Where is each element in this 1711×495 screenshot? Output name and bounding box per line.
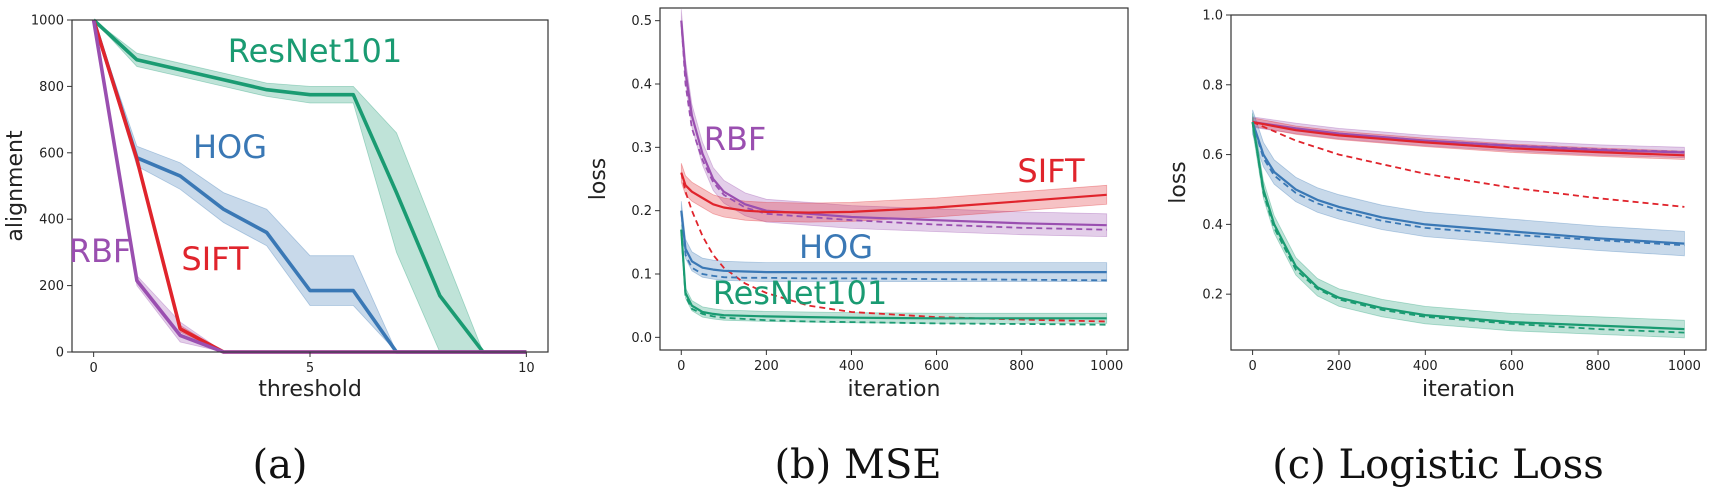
- x-tick-label: 800: [1009, 359, 1034, 374]
- chart-panel-3: 0 200 400 600 800 1000 0.2 0.4 0.6 0.8 1.0 iteratio…: [1166, 9, 1707, 488]
- band-hog: [93, 19, 527, 353]
- series-line-resnet101: [680, 229, 1107, 320]
- x-tick-label: 400: [839, 359, 864, 374]
- band-rbf: [680, 9, 1108, 238]
- series-line-sift: [1252, 121, 1685, 157]
- series-line-resnet101: [92, 18, 527, 354]
- series-label-sift: SIFT: [181, 240, 249, 278]
- band-resnet101: [1252, 113, 1685, 339]
- x-tick-label: 0: [1248, 359, 1256, 374]
- y-tick-label: 0.2: [631, 204, 652, 219]
- x-tick-label: 800: [1586, 359, 1611, 374]
- x-tick-label: 200: [1327, 359, 1352, 374]
- y-tick-label: 0.3: [631, 141, 652, 156]
- plot-frame: [1230, 14, 1707, 351]
- x-tick-label: 200: [754, 359, 779, 374]
- y-tick-label: 400: [39, 213, 64, 228]
- y-tick-label: 0.4: [631, 78, 652, 93]
- y-tick-label: 1000: [31, 14, 64, 29]
- y-tick-label: 0.1: [631, 268, 652, 283]
- x-tick-label: 0: [677, 359, 685, 374]
- series-dashed-sift: [680, 172, 1107, 323]
- series-label-sift: SIFT: [1017, 152, 1085, 190]
- chart-panel-2: 0 200 400 600 800 1000 0.0 0.1 0.2 0.3 0.4 0.5 itera…: [586, 7, 1129, 488]
- series-line-hog: [1251, 121, 1685, 245]
- y-tick-label: 1.0: [1202, 9, 1223, 24]
- x-tick-label: 600: [924, 359, 949, 374]
- series-dashed-hog: [1251, 121, 1685, 247]
- y-tick-label: 200: [39, 279, 64, 294]
- y-axis-label: loss: [1166, 161, 1191, 204]
- y-tick-label: 0.8: [1202, 78, 1223, 93]
- series-dashed-rbf: [680, 20, 1107, 231]
- panel-caption: (a): [252, 442, 307, 488]
- y-axis-label: loss: [586, 158, 611, 201]
- band-resnet101: [680, 224, 1108, 324]
- y-tick-label: 0.2: [1202, 288, 1223, 303]
- x-tick-label: 0: [89, 361, 97, 376]
- x-tick-label: 600: [1499, 359, 1524, 374]
- series-dashed-resnet101: [1251, 121, 1685, 334]
- panel-caption: (b) MSE: [774, 442, 941, 488]
- x-axis-label: iteration: [848, 377, 941, 402]
- series-label-hog: HOG: [193, 128, 267, 166]
- x-axis-label: iteration: [1422, 377, 1515, 402]
- series-label-resnet101: ResNet101: [228, 32, 402, 70]
- plot-frame: [659, 7, 1129, 351]
- chart-panel-1: 0 5 10 0 200 400 600 800 1000 threshold alignment R…: [3, 14, 549, 488]
- x-tick-label: 1000: [1668, 359, 1701, 374]
- x-tick-label: 1000: [1090, 359, 1123, 374]
- y-tick-label: 800: [39, 80, 64, 95]
- series-label-rbf: RBF: [69, 232, 132, 270]
- x-tick-label: 5: [306, 361, 314, 376]
- y-tick-label: 0.5: [631, 14, 652, 29]
- series-label-hog: HOG: [799, 228, 873, 266]
- y-tick-label: 600: [39, 146, 64, 161]
- band-hog: [1252, 109, 1685, 257]
- panel-caption: (c) Logistic Loss: [1272, 442, 1604, 488]
- y-tick-label: 0.0: [631, 331, 652, 346]
- series-label-rbf: RBF: [704, 120, 767, 158]
- series-line-resnet101: [1251, 121, 1685, 331]
- y-tick-label: 0: [56, 346, 64, 361]
- series-dashed-sift: [1252, 121, 1685, 208]
- series-line-hog: [680, 210, 1107, 274]
- y-tick-label: 0.4: [1202, 218, 1223, 233]
- series-line-sift: [680, 172, 1107, 214]
- series-dashed-resnet101: [680, 229, 1107, 326]
- y-tick-label: 0.6: [1202, 148, 1223, 163]
- series-label-resnet101: ResNet101: [713, 274, 887, 312]
- series-line-rbf: [680, 20, 1107, 227]
- x-tick-label: 10: [518, 361, 535, 376]
- x-axis-label: threshold: [258, 377, 362, 402]
- y-axis-label: alignment: [3, 130, 28, 242]
- band-resnet101: [93, 19, 527, 353]
- band-sift: [680, 163, 1108, 223]
- series-dashed-rbf: [1252, 121, 1685, 153]
- series-dashed-hog: [680, 210, 1107, 282]
- x-tick-label: 400: [1413, 359, 1438, 374]
